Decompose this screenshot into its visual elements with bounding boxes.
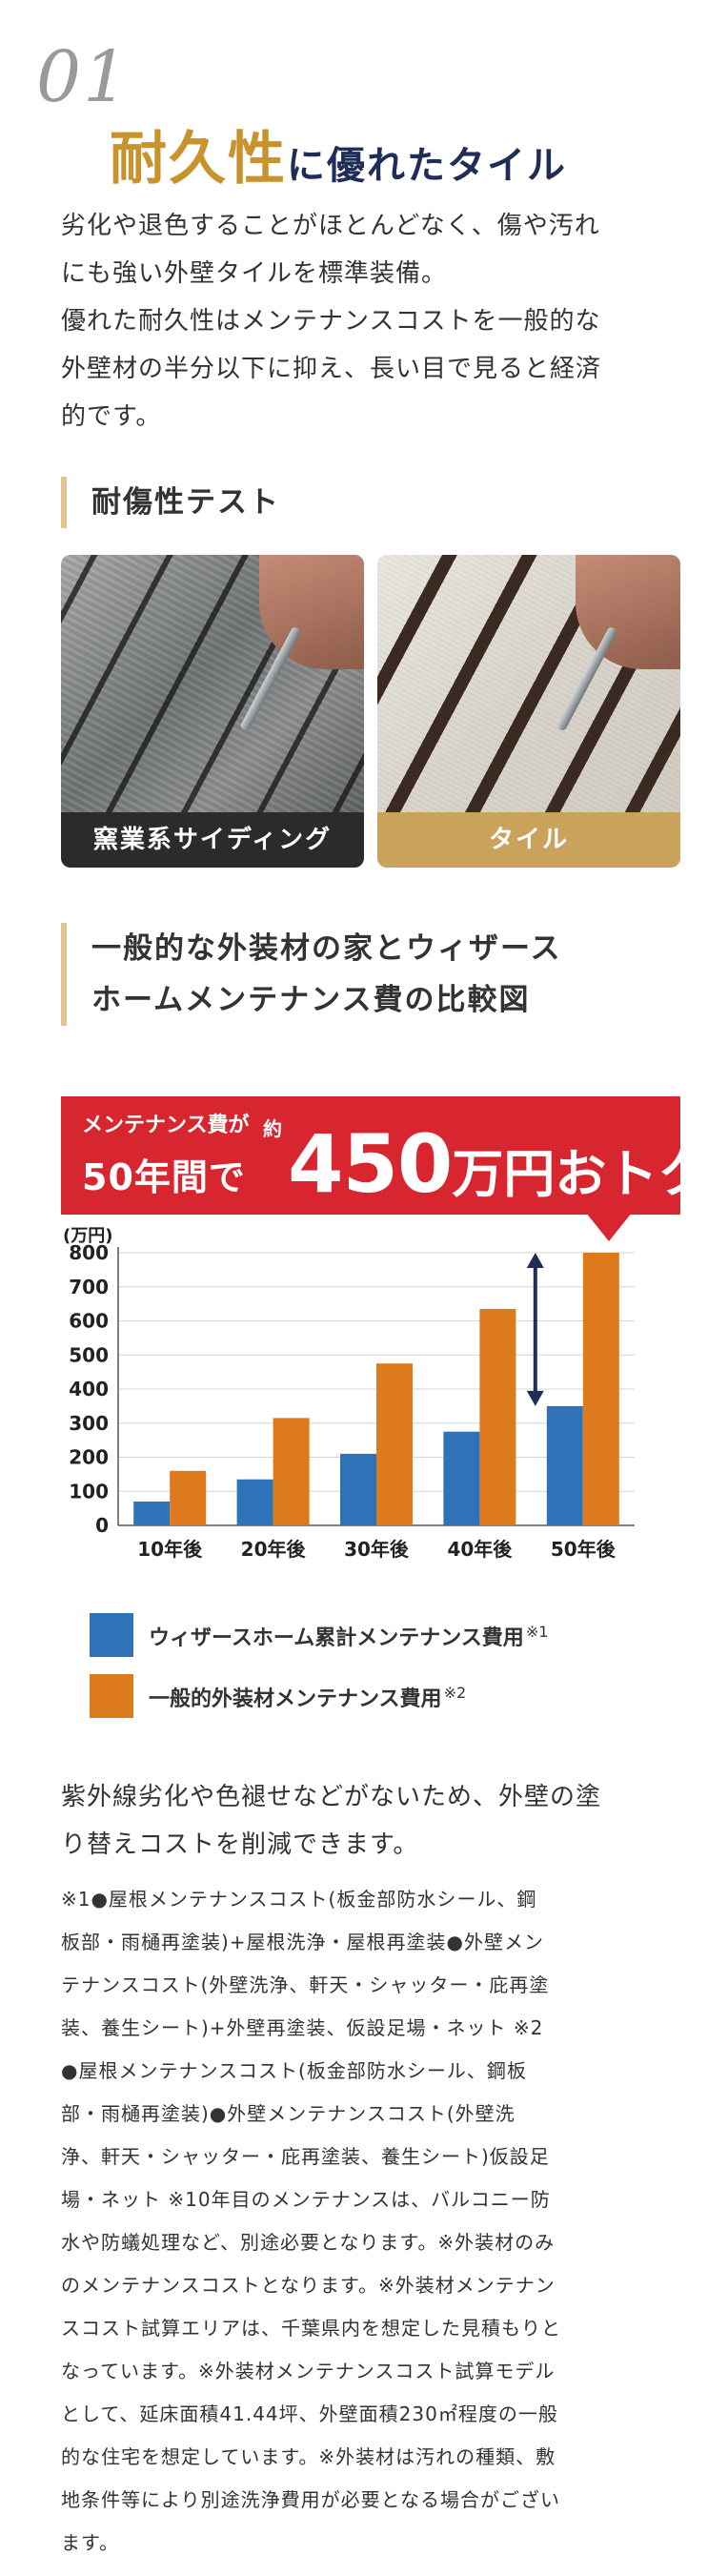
title-highlight: 耐久性 [110,126,287,193]
banner-amount-number: 450 [288,1117,453,1211]
bar-withers [443,1431,480,1525]
banner-line1: メンテナンス費が [82,1114,250,1137]
y-tick-label: 200 [69,1446,109,1469]
intro-line: 優れた耐久性はメンテナンスコストを一般的な [61,307,601,336]
section-number: 01 [36,36,131,118]
comparison-heading: 一般的な外装材の家とウィザース ホームメンテナンス費の比較図 [61,923,561,1026]
comparison-heading-line: 一般的な外装材の家とウィザース [91,931,562,966]
bar-general [479,1308,516,1525]
footnote-line: 部・雨樋再塗装)●外壁メンテナンスコスト(外壁洗 [61,2102,516,2125]
x-tick-label: 50年後 [551,1538,617,1561]
y-tick-label: 0 [95,1514,109,1537]
summary-line: 紫外線劣化や色褪せなどがないため、外壁の塗 [61,1783,602,1811]
siding-photo-label: 窯業系サイディング [61,812,364,868]
legend-label: ウィザースホーム累計メンテナンス費用 [149,1626,524,1650]
intro-line: 的です。 [61,402,162,431]
y-tick-label: 100 [69,1480,109,1503]
chart-summary: 紫外線劣化や色褪せなどがないため、外壁の塗 り替えコストを削減できます。 [61,1773,671,1869]
bar-general [273,1418,310,1525]
footnote-line: スコスト試算エリアは、千葉県内を想定した見積もりと [61,2317,561,2340]
banner-pointer [586,1213,632,1241]
footnote-line: のメンテナンスコストとなります。※外装材メンテナン [61,2274,556,2297]
footnote-line: 的な住宅を想定しています。※外装材は汚れの種類、敷 [61,2445,556,2468]
bar-withers [133,1501,171,1525]
y-tick-label: 300 [69,1412,109,1435]
legend-note: ※1 [525,1622,549,1641]
y-axis-label: (万円) [63,1226,112,1246]
legend-note: ※2 [443,1683,467,1702]
intro-line: にも強い外壁タイルを標準装備。 [61,259,448,288]
footnote-line: 板部・雨樋再塗装)+屋根洗浄・屋根再塗装●外壁メン [61,1931,545,1953]
tile-photo: タイル [377,555,680,868]
tile-photo-label: タイル [377,812,680,868]
footnote-line: なっています。※外装材メンテナンスコスト試算モデル [61,2360,556,2382]
y-tick-label: 800 [69,1241,109,1264]
y-tick-label: 600 [69,1310,109,1333]
intro-line: 外壁材の半分以下に抑え、長い目で見ると経済 [61,355,602,383]
bar-withers [546,1405,583,1525]
footnote-line: テナンスコスト(外壁洗浄、軒天・シャッター・庇再塗 [61,1973,550,1996]
banner-amount: 450万円おトク! [288,1121,728,1217]
bar-withers [236,1479,273,1525]
y-tick-label: 700 [69,1276,109,1298]
y-tick-label: 400 [69,1378,109,1400]
footnote-line: ※1●屋根メンテナンスコスト(板金部防水シール、鋼 [61,1888,537,1911]
legend-swatch-orange [90,1674,133,1718]
footnote-line: 場・ネット ※10年目のメンテナンスは、バルコニー防 [61,2188,551,2211]
footnote-line: 地条件等により別途洗浄費用が必要となる場合がござい [61,2488,560,2511]
maintenance-cost-chart: (万円) 0 100 200 300 400 500 600 700 800 10年後 20年後 30年… [63,1226,635,1561]
banner-about: 約 [263,1117,282,1140]
banner-line2: 50年間で [82,1156,246,1198]
bar-general [376,1363,413,1525]
intro-line: 劣化や退色することがほとんどなく、傷や汚れ [61,212,600,240]
intro-text: 劣化や退色することがほとんどなく、傷や汚れ にも強い外壁タイルを標準装備。 優れ… [61,202,671,440]
title-rest: に優れたタイル [287,144,567,188]
x-tick-label: 40年後 [447,1538,513,1561]
siding-photo: 窯業系サイディング [61,555,364,868]
footnote-line: ます。 [61,2531,119,2554]
bar-general [170,1470,207,1525]
x-tick-label: 20年後 [241,1538,307,1561]
bar-withers [340,1453,376,1525]
y-tick-label: 500 [69,1343,109,1366]
footnote-line: 装、養生シート)+外壁再塗装、仮設足場・ネット ※2 [61,2016,544,2039]
difference-arrow-head-up [526,1253,544,1268]
comparison-heading-line: ホームメンテナンス費の比較図 [91,983,531,1017]
footnote-line: 浄、軒天・シャッター・庇再塗装、養生シート)仮設足 [61,2145,550,2168]
x-tick-label: 30年後 [344,1538,410,1561]
banner-amount-suffix: 万円おトク! [452,1144,728,1204]
footnotes: ※1●屋根メンテナンスコスト(板金部防水シール、鋼 板部・雨樋再塗装)+屋根洗浄・… [61,1878,671,2565]
legend-swatch-blue [90,1613,133,1657]
legend-label: 一般的外装材メンテナンス費用 [149,1687,442,1711]
x-tick-label: 10年後 [137,1538,203,1561]
footnote-line: ●屋根メンテナンスコスト(板金部防水シール、鋼板 [61,2059,527,2082]
bar-general [582,1253,619,1525]
difference-arrow-head-down [526,1390,544,1406]
scratch-test-heading: 耐傷性テスト [61,477,280,528]
section-title: 耐久性に優れたタイル [110,112,567,195]
footnote-line: として、延床面積41.44坪、外壁面積230㎡程度の一般 [61,2402,558,2425]
summary-line: り替えコストを削減できます。 [61,1830,419,1859]
footnote-line: 水や防蟻処理など、別途必要となります。※外装材のみ [61,2231,556,2254]
savings-banner: メンテナンス費が 約 50年間で 450万円おトク! [61,1096,728,1241]
